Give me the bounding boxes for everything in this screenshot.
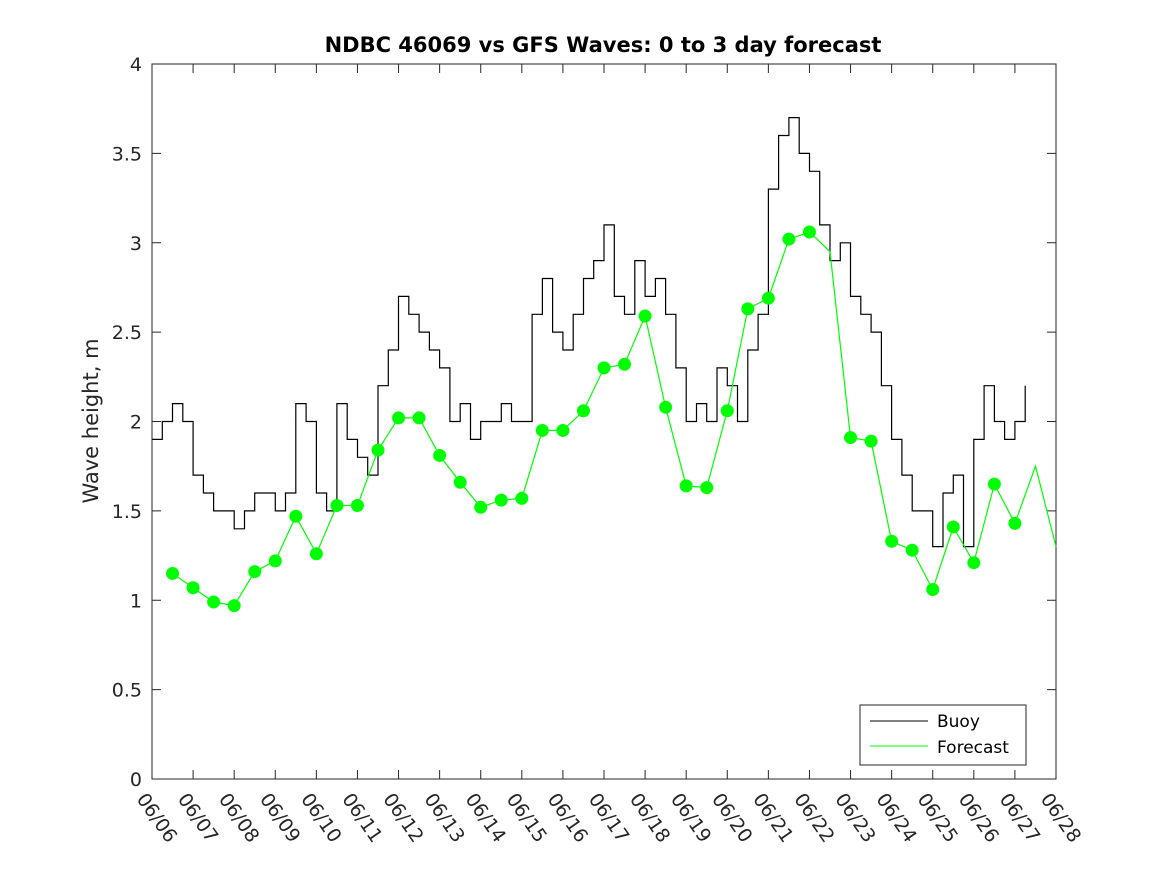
forecast-point	[741, 302, 755, 316]
forecast-point	[556, 423, 570, 437]
forecast-point	[1008, 516, 1022, 530]
forecast-point	[782, 232, 796, 246]
buoy-series-line	[152, 117, 1026, 548]
forecast-point	[535, 423, 549, 437]
forecast-point	[227, 599, 241, 613]
y-tick-label: 1	[130, 590, 142, 612]
chart-title: NDBC 46069 vs GFS Waves: 0 to 3 day fore…	[325, 33, 882, 57]
forecast-point	[659, 400, 673, 414]
forecast-point	[392, 411, 406, 425]
y-tick-label: 3.5	[112, 143, 142, 165]
forecast-point	[309, 547, 323, 561]
forecast-point	[186, 581, 200, 595]
forecast-point	[371, 443, 385, 457]
y-tick-label: 1.5	[112, 501, 142, 523]
forecast-point	[494, 493, 508, 507]
forecast-point	[905, 543, 919, 557]
forecast-point	[761, 291, 775, 305]
forecast-point	[597, 361, 611, 375]
forecast-point	[700, 481, 714, 495]
forecast-point	[268, 554, 282, 568]
forecast-point	[967, 556, 981, 570]
forecast-point	[474, 500, 488, 514]
y-tick-label: 4	[130, 54, 142, 76]
forecast-point	[802, 225, 816, 239]
forecast-point	[289, 509, 303, 523]
forecast-point	[844, 431, 858, 445]
y-tick-label: 2	[130, 412, 142, 434]
y-tick-label: 0	[130, 769, 142, 791]
forecast-point	[248, 565, 262, 579]
forecast-point	[946, 520, 960, 534]
forecast-point	[926, 583, 940, 597]
forecast-point	[987, 477, 1001, 491]
y-tick-label: 0.5	[112, 680, 142, 702]
forecast-point	[412, 411, 426, 425]
y-tick-label: 3	[130, 233, 142, 255]
forecast-point	[453, 475, 467, 489]
forecast-point	[166, 566, 180, 580]
y-tick-label: 2.5	[112, 322, 142, 344]
forecast-point	[885, 534, 899, 548]
forecast-point	[638, 309, 652, 323]
forecast-point	[350, 499, 364, 513]
forecast-point	[330, 499, 344, 513]
y-axis-label: Wave height, m	[79, 338, 103, 503]
legend-box	[859, 704, 1027, 766]
forecast-point	[207, 595, 221, 609]
forecast-point	[720, 404, 734, 418]
forecast-point	[515, 491, 529, 505]
forecast-point	[864, 434, 878, 448]
forecast-point	[679, 479, 693, 493]
legend-forecast-label: Forecast	[937, 738, 1009, 758]
forecast-point	[433, 448, 447, 462]
legend-buoy-label: Buoy	[937, 712, 980, 732]
legend: Buoy Forecast	[859, 704, 1027, 766]
forecast-point	[576, 404, 590, 418]
forecast-point	[618, 357, 632, 371]
